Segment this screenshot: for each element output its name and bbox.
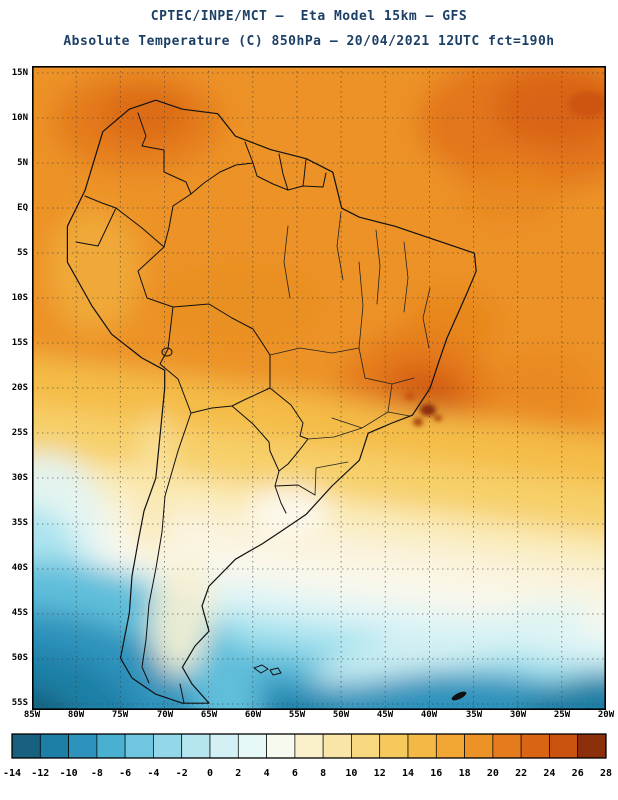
colorbar-tick: -8	[91, 768, 103, 779]
lon-label: 45W	[377, 710, 394, 720]
colorbar-tick: -12	[31, 768, 49, 779]
title-line-1: CPTEC/INPE/MCT – Eta Model 15km – GFS	[150, 9, 468, 24]
colorbar-tick: 8	[320, 768, 326, 779]
colorbar-cell	[520, 733, 550, 759]
colorbar-tick: -14	[3, 768, 21, 779]
colorbar: -14 -12 -10 -8 -6 -4 -2 0 2 4 6 8 10 12 …	[3, 733, 612, 779]
colorbar-cell	[435, 733, 465, 759]
south-georgia-island	[451, 691, 467, 701]
lon-axis: 85W 80W 75W 70W 65W 60W 55W 50W 45W 40W …	[24, 710, 615, 720]
lon-label: 35W	[466, 710, 483, 720]
colorbar-tick: 0	[207, 768, 213, 779]
colorbar-tick: -4	[147, 768, 159, 779]
map-canvas: 15N 10N 5N EQ 5S 10S 15S 20S 25S 30S 35S…	[12, 66, 615, 720]
colorbar-cell	[351, 733, 381, 759]
state-borders	[269, 211, 431, 496]
colorbar-tick: 4	[264, 768, 270, 779]
colorbar-tick: 14	[402, 768, 414, 779]
lat-label: 15S	[12, 338, 28, 348]
lon-label: 40W	[421, 710, 438, 720]
colorbar-cell	[68, 733, 98, 759]
temperature-field	[32, 66, 606, 710]
lat-label: 40S	[12, 563, 28, 573]
colorbar-cell	[294, 733, 324, 759]
header: CPTEC/INPE/MCT – Eta Model 15km – GFS Ab…	[0, 0, 618, 54]
colorbar-cell	[464, 733, 494, 759]
colorbar-frame	[11, 733, 607, 759]
lon-label: 55W	[289, 710, 306, 720]
colorbar-cells	[11, 733, 607, 759]
lon-label: 70W	[157, 710, 174, 720]
colorbar-cell	[577, 733, 607, 759]
colorbar-cell	[492, 733, 522, 759]
falkland-islands	[253, 664, 282, 676]
lat-label: 5N	[17, 158, 28, 168]
colorbar-tick: 18	[459, 768, 471, 779]
lat-label: 15N	[12, 68, 28, 78]
colorbar-tick: 20	[487, 768, 499, 779]
colorbar-cell	[209, 733, 239, 759]
lake-titicaca	[161, 347, 173, 357]
graticule	[32, 66, 606, 710]
lat-label: 55S	[12, 698, 28, 708]
colorbar-cell	[39, 733, 69, 759]
colorbar-tick: 16	[430, 768, 442, 779]
lon-label: 85W	[24, 710, 41, 720]
lon-label: 20W	[598, 710, 615, 720]
map-frame	[32, 66, 607, 711]
colorbar-tick: 2	[235, 768, 241, 779]
lat-label: EQ	[17, 203, 28, 213]
colorbar-tick: -2	[176, 768, 188, 779]
country-borders	[75, 112, 327, 704]
geography	[66, 99, 477, 704]
colorbar-cell	[11, 733, 41, 759]
lat-label: 5S	[17, 248, 28, 258]
lat-label: 35S	[12, 518, 28, 528]
lon-label: 80W	[68, 710, 85, 720]
title-line-2: Absolute Temperature (C) 850hPa – 20/04/…	[63, 34, 555, 49]
colorbar-cell	[266, 733, 296, 759]
colorbar-tick: 10	[345, 768, 357, 779]
colorbar-tick: 12	[374, 768, 386, 779]
colorbar-cell	[124, 733, 154, 759]
lon-label: 50W	[333, 710, 350, 720]
colorbar-cell	[407, 733, 437, 759]
colorbar-tick: -10	[60, 768, 78, 779]
lat-label: 20S	[12, 383, 28, 393]
colorbar-cell	[322, 733, 352, 759]
lat-axis: 15N 10N 5N EQ 5S 10S 15S 20S 25S 30S 35S…	[12, 68, 29, 708]
colorbar-tick: 6	[292, 768, 298, 779]
lon-label: 30W	[510, 710, 527, 720]
colorbar-tick: 28	[600, 768, 612, 779]
south-america-coastline	[66, 99, 477, 704]
colorbar-tick: 26	[572, 768, 584, 779]
colorbar-tick: -6	[119, 768, 131, 779]
colorbar-cell	[96, 733, 126, 759]
lat-label: 25S	[12, 428, 28, 438]
lat-label: 45S	[12, 608, 28, 618]
colorbar-tick: 22	[515, 768, 527, 779]
colorbar-cell	[153, 733, 183, 759]
colorbar-ticks: -14 -12 -10 -8 -6 -4 -2 0 2 4 6 8 10 12 …	[3, 768, 612, 779]
colorbar-cell	[237, 733, 267, 759]
lat-label: 10S	[12, 293, 28, 303]
colorbar-cell	[379, 733, 409, 759]
lat-label: 30S	[12, 473, 28, 483]
lon-label: 60W	[245, 710, 262, 720]
lon-label: 65W	[201, 710, 218, 720]
colorbar-tick: 24	[543, 768, 555, 779]
lat-label: 50S	[12, 653, 28, 663]
colorbar-cell	[549, 733, 579, 759]
lon-label: 25W	[554, 710, 571, 720]
colorbar-cell	[181, 733, 211, 759]
lat-label: 10N	[12, 113, 28, 123]
lon-label: 75W	[112, 710, 129, 720]
